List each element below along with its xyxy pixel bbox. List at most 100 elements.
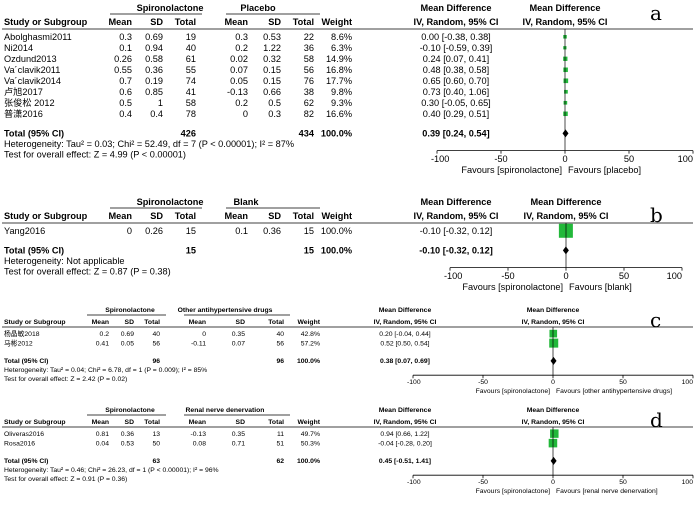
weight-column-header: Weight [322, 211, 352, 221]
md-column-subtitle: IV, Random, 95% CI [414, 17, 499, 27]
ci-value: -0.10 [-0.32, 0.12] [420, 226, 493, 236]
study-name: Abolghasmi2011 [4, 32, 72, 42]
ci-value: 0.65 [0.60, 0.70] [423, 76, 489, 86]
pooled-effect-diamond [550, 356, 557, 365]
mean2-value: 0.07 [230, 65, 248, 75]
sd1-column-header: SD [150, 17, 163, 27]
sd2-value: 0.07 [232, 341, 245, 348]
study-name: Ozdund2013 [4, 54, 57, 64]
weight-value: 100.0% [321, 226, 352, 236]
group2-header: Placebo [240, 3, 276, 13]
study-name: Va´clavik2011 [4, 65, 60, 75]
ci-value: 0.73 [0.40, 1.06] [423, 87, 489, 97]
group1-header: Spironolactone [105, 407, 155, 414]
x-axis-tick-label: -50 [478, 379, 488, 386]
study-effect-marker [563, 100, 568, 105]
weight-value: 9.8% [331, 87, 352, 97]
group2-header: Other antihypertensive drugs [178, 307, 273, 314]
total1-value: 74 [186, 76, 196, 86]
total-weight: 100.0% [297, 458, 320, 465]
total2-value: 56 [276, 341, 284, 348]
mean1-value: 0.2 [100, 331, 110, 338]
x-axis-tick-label: -100 [407, 479, 421, 486]
mean1-value: 0.55 [114, 65, 132, 75]
sd2-value: 0.71 [232, 441, 245, 448]
favours-right-label: Favours [blank] [569, 282, 632, 292]
sd1-value: 0.26 [145, 226, 163, 236]
mean1-value: 0.81 [96, 431, 109, 438]
total2-value: 58 [304, 54, 314, 64]
mean2-value: -0.13 [191, 431, 207, 438]
sd2-value: 0.53 [263, 32, 281, 42]
total1-value: 13 [152, 431, 160, 438]
mean1-column-header: Mean [109, 211, 133, 221]
total2-value: 40 [276, 331, 284, 338]
favours-left-label: Favours [spironolactone] [462, 282, 563, 292]
mean2-column-header: Mean [225, 17, 249, 27]
md-column-title: Mean Difference [379, 307, 432, 314]
x-axis-tick-label: -50 [478, 479, 488, 486]
sd1-column-header: SD [150, 211, 163, 221]
pooled-effect-diamond [562, 129, 569, 138]
study-effect-marker [564, 89, 568, 94]
total1-value: 78 [186, 109, 196, 119]
total2-value: 76 [304, 76, 314, 86]
x-axis-tick-label: 50 [619, 271, 629, 281]
ci-value: 0.20 [-0.04, 0.44] [379, 331, 431, 338]
forest-panel-d: Spironolactone Renal nerve denervation Mea… [2, 407, 694, 495]
favours-right-label: Favours [other antihypertensive drugs] [556, 388, 672, 395]
study-name: 杨晶敏2018 [4, 329, 40, 338]
total2-value: 22 [304, 32, 314, 42]
mean2-column-header: Mean [225, 211, 249, 221]
study-column-header: Study or Subgroup [4, 211, 88, 221]
overall-effect-text: Test for overall effect: Z = 4.99 (P < 0… [4, 150, 186, 160]
total-weight: 100.0% [297, 358, 320, 365]
sd1-value: 0.69 [121, 331, 134, 338]
study-column-header: Study or Subgroup [4, 319, 66, 326]
sd1-value: 1 [158, 98, 163, 108]
total1-value: 15 [186, 226, 196, 236]
x-axis-tick-label: 0 [562, 154, 567, 164]
total1-value: 40 [186, 43, 196, 53]
favours-right-label: Favours [renal nerve denervation] [556, 488, 658, 495]
heterogeneity-text: Heterogeneity: Tau² = 0.46; Chi² = 26.23… [4, 467, 219, 474]
mean2-value: 0.3 [235, 32, 248, 42]
total2-value: 38 [304, 87, 314, 97]
heterogeneity-text: Heterogeneity: Tau² = 0.03; Chi² = 52.49… [4, 139, 294, 149]
total1-value: 56 [152, 341, 160, 348]
sd2-value: 0.35 [232, 331, 245, 338]
pooled-effect-diamond [550, 456, 557, 465]
mean1-column-header: Mean [92, 319, 109, 326]
total2-value: 51 [276, 441, 284, 448]
favours-left-label: Favours [spironolactone] [476, 488, 551, 495]
sd1-column-header: SD [125, 319, 135, 326]
ci-value: 0.30 [-0.05, 0.65] [421, 98, 490, 108]
plot-column-title: Mean Difference [527, 307, 580, 314]
mean2-value: 0.02 [230, 54, 248, 64]
favours-left-label: Favours [spironolactone] [461, 165, 562, 175]
mean1-value: 0.1 [119, 43, 132, 53]
mean1-value: 0.41 [96, 341, 109, 348]
mean2-value: 0.2 [235, 43, 248, 53]
panel-letter: c [650, 308, 661, 332]
mean1-column-header: Mean [109, 17, 133, 27]
x-axis-tick-label: 50 [624, 154, 634, 164]
weight-value: 42.8% [301, 331, 320, 338]
md-column-subtitle: IV, Random, 95% CI [414, 211, 499, 221]
study-name: Va´clavik2014 [4, 76, 61, 86]
plot-column-title: Mean Difference [531, 197, 602, 207]
x-axis-tick-label: 50 [619, 379, 627, 386]
weight-value: 14.9% [326, 54, 352, 64]
forest-panel-b: Spironolactone Blank Mean Difference Mean D… [2, 197, 693, 292]
weight-value: 8.6% [331, 32, 352, 42]
total1-column-header: Total [175, 211, 196, 221]
mean1-value: 0.04 [96, 441, 109, 448]
x-axis-tick-label: 100 [682, 479, 694, 486]
study-name: Rosa2016 [4, 441, 35, 448]
weight-value: 49.7% [301, 431, 320, 438]
sd2-column-header: SD [268, 17, 281, 27]
total-ci: 0.38 [0.07, 0.69] [380, 358, 430, 365]
sd2-column-header: SD [236, 419, 246, 426]
sd1-value: 0.4 [150, 109, 163, 119]
